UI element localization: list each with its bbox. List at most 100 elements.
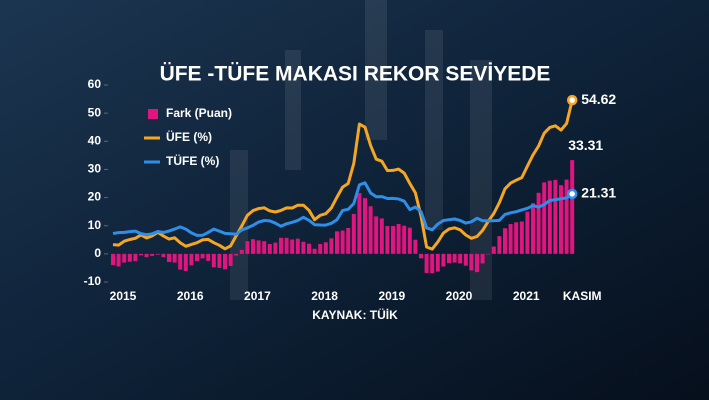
bar (155, 253, 160, 255)
legend-label: TÜFE (%) (166, 153, 219, 168)
bar (514, 222, 519, 254)
bar (564, 179, 569, 254)
y-tick-label: 30 (88, 162, 102, 176)
bar (435, 253, 440, 272)
bar (346, 227, 351, 254)
line (112, 181, 574, 237)
y-tick-label: -10 (84, 274, 102, 288)
bar (262, 241, 267, 254)
bar (234, 253, 239, 256)
bar (329, 238, 334, 254)
x-tick-label: 2018 (311, 289, 338, 303)
bar (273, 242, 278, 254)
bar (525, 211, 530, 254)
bar (570, 160, 575, 254)
bar (189, 253, 194, 266)
legend-label: ÜFE (%) (166, 129, 212, 144)
bar (452, 253, 457, 263)
chart-title: ÜFE -TÜFE MAKASI REKOR SEVİYEDE (160, 63, 551, 86)
y-tick-label: 50 (88, 105, 102, 119)
bar (206, 253, 211, 261)
bar (396, 224, 401, 254)
bar (133, 253, 138, 262)
bar (195, 253, 199, 262)
bar (172, 253, 177, 263)
bar (239, 249, 244, 254)
bar (312, 248, 317, 254)
data-label: 21.31 (581, 185, 616, 201)
bar (486, 253, 491, 255)
bar (301, 241, 306, 254)
x-tick-label: 2021 (513, 289, 540, 303)
bar (430, 253, 435, 274)
bar (497, 236, 502, 254)
bar (357, 193, 362, 254)
bar (559, 185, 563, 254)
bar (458, 253, 463, 264)
bar (323, 242, 328, 254)
y-tick-label: 20 (88, 190, 102, 204)
bar (127, 253, 132, 262)
y-tick-label: 60 (88, 77, 102, 91)
bar (519, 221, 524, 254)
x-tick-label: 2020 (446, 289, 473, 303)
bar (469, 253, 474, 271)
bar (340, 230, 345, 254)
bar (553, 179, 558, 254)
bar (351, 213, 356, 254)
bar (228, 253, 233, 266)
bar (402, 225, 407, 254)
bar (335, 231, 339, 254)
bar (363, 198, 367, 254)
x-tick-label: KASIM (563, 289, 602, 303)
x-tick-label: 2015 (110, 289, 137, 303)
bar (267, 244, 272, 254)
bar (407, 227, 412, 254)
x-tick-label: 2017 (244, 289, 271, 303)
bar (290, 239, 295, 254)
source: KAYNAK: TÜİK (312, 307, 398, 322)
end-marker (566, 94, 578, 106)
x-tick-label: 2019 (378, 289, 405, 303)
y-tick-label: 0 (94, 246, 101, 260)
bar (447, 253, 451, 264)
x-tick-label: 2016 (177, 289, 204, 303)
bar (419, 253, 423, 259)
bar (178, 253, 183, 270)
legend-swatch (148, 109, 158, 119)
bar (542, 182, 547, 254)
bar (211, 253, 216, 268)
bar (122, 253, 127, 263)
bar (161, 253, 166, 258)
bar (508, 224, 513, 254)
bar (491, 246, 496, 254)
end-marker (566, 188, 578, 200)
bar (144, 253, 149, 258)
bar (217, 253, 222, 268)
bar (167, 253, 171, 263)
line (112, 99, 574, 251)
bar (475, 253, 479, 273)
bar (284, 237, 289, 254)
bar (150, 253, 155, 256)
bar (251, 239, 255, 254)
bar (307, 243, 311, 254)
bar (385, 225, 390, 254)
bar (183, 253, 188, 272)
bar (256, 240, 261, 254)
bar (368, 206, 373, 254)
y-tick-label: 40 (88, 133, 102, 147)
bar (463, 253, 468, 266)
bar (139, 253, 143, 256)
bar (116, 253, 121, 267)
bar (379, 218, 384, 254)
bar (295, 238, 300, 254)
bar (413, 239, 418, 254)
bar (200, 253, 205, 259)
bar (279, 237, 283, 254)
bar (441, 253, 446, 267)
bar (424, 253, 429, 273)
y-tick-label: 10 (88, 218, 102, 232)
bar (480, 253, 485, 264)
